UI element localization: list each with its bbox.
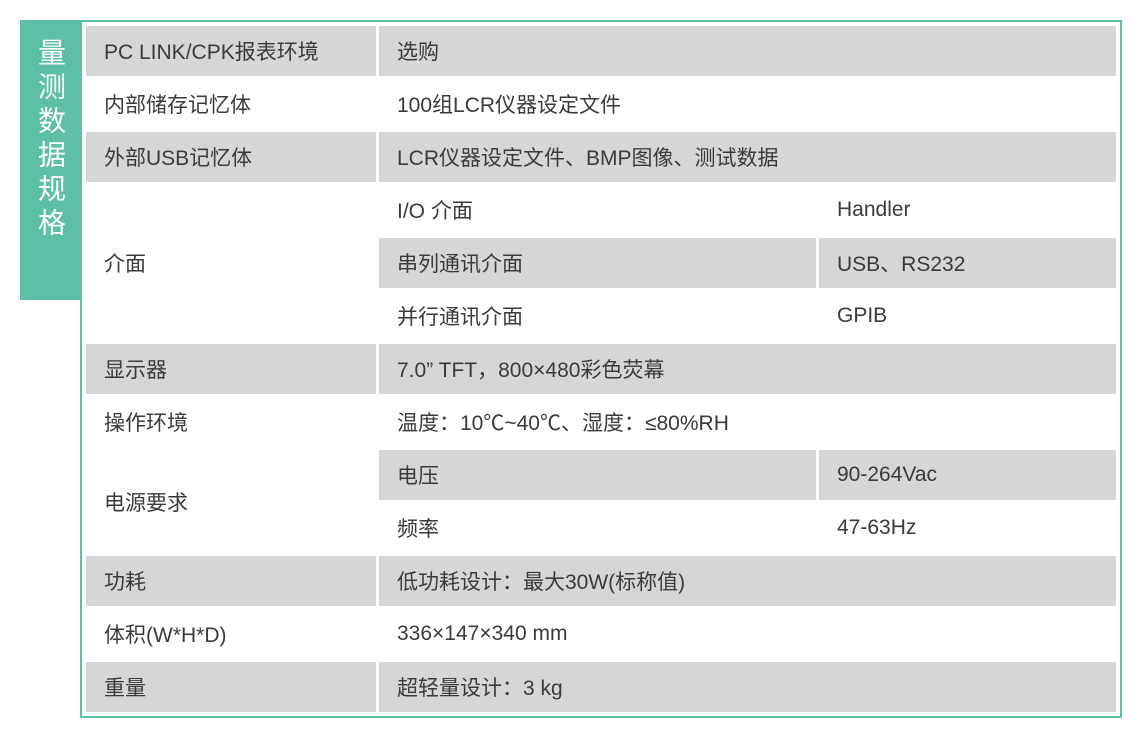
row-subvalue: 90-264Vac: [816, 450, 1116, 503]
row-sub: 频率: [376, 503, 816, 556]
row-label: 显示器: [86, 344, 376, 397]
row-label: 内部储存记忆体: [86, 79, 376, 132]
table-row: 功耗 低功耗设计：最大30W(标称值): [86, 556, 1116, 609]
row-subvalue: GPIB: [816, 291, 1116, 344]
row-label: 操作环境: [86, 397, 376, 450]
row-value: LCR仪器设定文件、BMP图像、测试数据: [376, 132, 1116, 185]
table-row: 内部储存记忆体 100组LCR仪器设定文件: [86, 79, 1116, 132]
table-row: 重量 超轻量设计：3 kg: [86, 662, 1116, 712]
row-value: 336×147×340 mm: [376, 609, 1116, 662]
row-label: 体积(W*H*D): [86, 609, 376, 662]
table-row: PC LINK/CPK报表环境 选购: [86, 26, 1116, 79]
table-row: 介面 I/O 介面 Handler: [86, 185, 1116, 238]
row-label: 介面: [86, 185, 376, 344]
row-sub: I/O 介面: [376, 185, 816, 238]
table-row: 电源要求 电压 90-264Vac: [86, 450, 1116, 503]
row-label: 重量: [86, 662, 376, 712]
row-label: 电源要求: [86, 450, 376, 556]
row-value: 100组LCR仪器设定文件: [376, 79, 1116, 132]
table-row: 外部USB记忆体 LCR仪器设定文件、BMP图像、测试数据: [86, 132, 1116, 185]
row-label: 功耗: [86, 556, 376, 609]
row-sub: 并行通讯介面: [376, 291, 816, 344]
row-subvalue: 47-63Hz: [816, 503, 1116, 556]
spec-table-wrap: PC LINK/CPK报表环境 选购 内部储存记忆体 100组LCR仪器设定文件…: [80, 20, 1122, 718]
row-label: 外部USB记忆体: [86, 132, 376, 185]
row-value: 7.0” TFT，800×480彩色荧幕: [376, 344, 1116, 397]
side-label: 量测数据规格: [20, 20, 80, 300]
row-sub: 电压: [376, 450, 816, 503]
row-label: PC LINK/CPK报表环境: [86, 26, 376, 79]
spec-table: PC LINK/CPK报表环境 选购 内部储存记忆体 100组LCR仪器设定文件…: [86, 26, 1116, 712]
row-subvalue: Handler: [816, 185, 1116, 238]
table-row: 体积(W*H*D) 336×147×340 mm: [86, 609, 1116, 662]
row-subvalue: USB、RS232: [816, 238, 1116, 291]
row-value: 选购: [376, 26, 1116, 79]
table-row: 操作环境 温度：10℃~40℃、湿度：≤80%RH: [86, 397, 1116, 450]
row-sub: 串列通讯介面: [376, 238, 816, 291]
row-value: 低功耗设计：最大30W(标称值): [376, 556, 1116, 609]
row-value: 温度：10℃~40℃、湿度：≤80%RH: [376, 397, 1116, 450]
spec-container: 量测数据规格 PC LINK/CPK报表环境 选购 内部储存记忆体 100组LC…: [20, 20, 1122, 718]
table-row: 显示器 7.0” TFT，800×480彩色荧幕: [86, 344, 1116, 397]
row-value: 超轻量设计：3 kg: [376, 662, 1116, 712]
